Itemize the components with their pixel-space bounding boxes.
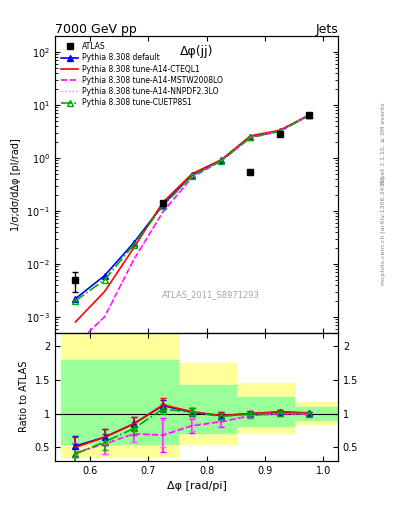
Text: Rivet 3.1.10, ≥ 3M events: Rivet 3.1.10, ≥ 3M events [381, 102, 386, 184]
Text: 7000 GeV pp: 7000 GeV pp [55, 23, 137, 36]
Text: ATLAS_2011_S8971293: ATLAS_2011_S8971293 [162, 290, 260, 299]
X-axis label: Δφ [rad/pi]: Δφ [rad/pi] [167, 481, 226, 491]
Text: Jets: Jets [315, 23, 338, 36]
Y-axis label: Ratio to ATLAS: Ratio to ATLAS [19, 361, 29, 433]
Text: Δφ(jj): Δφ(jj) [180, 45, 213, 58]
Text: mcplots.cern.ch [arXiv:1306.3436]: mcplots.cern.ch [arXiv:1306.3436] [381, 176, 386, 285]
Y-axis label: 1/σ;dσ/dΔφ [pl/rad]: 1/σ;dσ/dΔφ [pl/rad] [11, 138, 20, 231]
Legend: ATLAS, Pythia 8.308 default, Pythia 8.308 tune-A14-CTEQL1, Pythia 8.308 tune-A14: ATLAS, Pythia 8.308 default, Pythia 8.30… [59, 39, 225, 110]
